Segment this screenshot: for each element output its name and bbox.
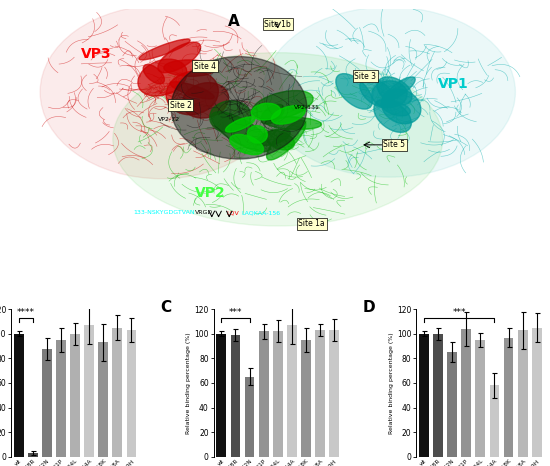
Bar xyxy=(518,330,527,457)
Ellipse shape xyxy=(266,130,294,150)
Ellipse shape xyxy=(360,78,394,108)
Text: A: A xyxy=(228,14,240,29)
Y-axis label: Relative binding percentage (%): Relative binding percentage (%) xyxy=(186,332,191,434)
Y-axis label: Relative binding percentage (%): Relative binding percentage (%) xyxy=(389,332,394,434)
Text: D: D xyxy=(362,301,375,315)
Bar xyxy=(475,340,485,457)
Bar xyxy=(98,343,108,457)
Ellipse shape xyxy=(40,6,283,179)
Text: VP2-72: VP2-72 xyxy=(158,117,180,122)
Bar xyxy=(245,377,255,457)
Text: VP1: VP1 xyxy=(438,77,469,91)
Text: Site 3: Site 3 xyxy=(354,72,376,81)
Ellipse shape xyxy=(263,7,515,177)
Ellipse shape xyxy=(248,126,267,143)
Text: Site 2: Site 2 xyxy=(170,101,192,110)
Bar xyxy=(112,328,122,457)
Ellipse shape xyxy=(171,56,307,159)
Bar xyxy=(287,325,297,457)
Bar xyxy=(447,352,457,457)
Text: 133-NSKYGDGTVAN: 133-NSKYGDGTVAN xyxy=(134,210,195,215)
Text: VP2: VP2 xyxy=(195,186,226,200)
Ellipse shape xyxy=(166,71,218,115)
Ellipse shape xyxy=(226,117,255,132)
Text: ***: *** xyxy=(453,308,466,316)
Ellipse shape xyxy=(267,120,306,160)
Text: VP2-131: VP2-131 xyxy=(294,105,320,110)
Text: Site 4: Site 4 xyxy=(194,62,216,70)
Bar xyxy=(42,349,52,457)
Ellipse shape xyxy=(139,39,190,60)
Ellipse shape xyxy=(374,99,411,132)
Ellipse shape xyxy=(265,117,321,130)
Ellipse shape xyxy=(230,134,263,155)
Text: VRGD: VRGD xyxy=(195,210,213,215)
Bar xyxy=(490,385,499,457)
Bar xyxy=(315,330,325,457)
Text: ****: **** xyxy=(17,308,35,316)
Bar xyxy=(56,340,66,457)
Ellipse shape xyxy=(382,101,410,116)
Bar xyxy=(126,330,136,457)
Bar xyxy=(217,334,226,457)
Ellipse shape xyxy=(382,89,421,124)
Ellipse shape xyxy=(261,104,284,124)
Bar xyxy=(461,329,471,457)
Ellipse shape xyxy=(158,42,201,73)
Bar xyxy=(419,334,429,457)
Text: ***: *** xyxy=(229,308,242,316)
Ellipse shape xyxy=(377,77,412,105)
Ellipse shape xyxy=(257,129,290,145)
Ellipse shape xyxy=(113,53,443,226)
Text: C: C xyxy=(160,301,171,315)
Text: Site 5: Site 5 xyxy=(383,140,405,149)
Ellipse shape xyxy=(138,59,187,96)
Ellipse shape xyxy=(385,77,415,101)
Bar xyxy=(532,328,542,457)
Ellipse shape xyxy=(143,64,164,84)
Text: Site 1a: Site 1a xyxy=(299,219,325,228)
Bar xyxy=(504,337,514,457)
Ellipse shape xyxy=(170,82,214,99)
Bar xyxy=(258,331,268,457)
Ellipse shape xyxy=(251,103,280,120)
Bar xyxy=(70,334,80,457)
Bar xyxy=(433,334,443,457)
Bar xyxy=(84,325,94,457)
Ellipse shape xyxy=(372,81,407,108)
Ellipse shape xyxy=(210,101,251,133)
Ellipse shape xyxy=(252,90,313,119)
Bar xyxy=(329,330,339,457)
Bar xyxy=(230,335,240,457)
Text: VP3: VP3 xyxy=(81,47,112,61)
Ellipse shape xyxy=(164,60,216,76)
Text: Site 1b: Site 1b xyxy=(265,20,291,28)
Text: LQV: LQV xyxy=(227,210,239,215)
Ellipse shape xyxy=(211,112,271,151)
Bar xyxy=(301,340,311,457)
Bar xyxy=(14,334,24,457)
Ellipse shape xyxy=(336,74,372,109)
Bar xyxy=(273,331,283,457)
Ellipse shape xyxy=(272,106,305,124)
Text: LAQKAA-156: LAQKAA-156 xyxy=(242,210,281,215)
Ellipse shape xyxy=(183,82,229,118)
Bar xyxy=(28,453,38,457)
